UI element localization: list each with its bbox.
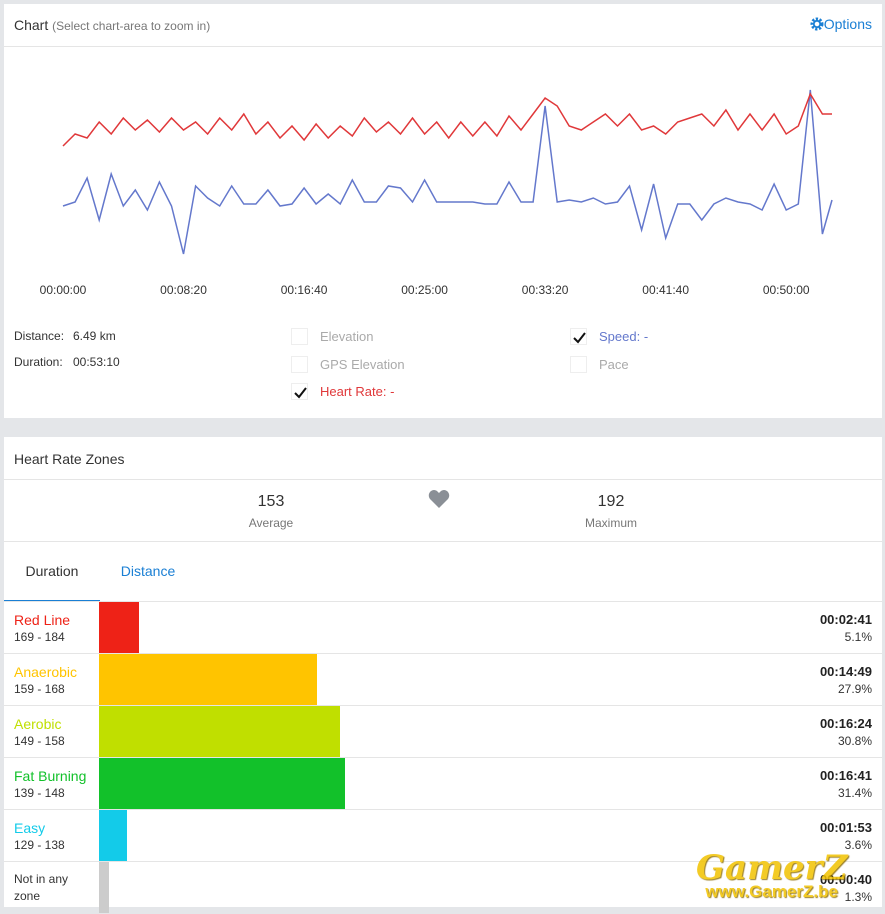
x-tick-label: 00:33:20 — [522, 283, 569, 297]
zone-percent: 5.1% — [844, 630, 872, 644]
panel-title: Chart (Select chart-area to zoom in) — [14, 17, 210, 33]
zone-row: Aerobic 149 - 158 00:16:24 30.8% — [4, 705, 882, 758]
stat-label: Duration: — [14, 355, 63, 369]
checkmark — [573, 332, 586, 344]
zone-percent: 3.6% — [844, 838, 872, 852]
divider — [4, 479, 882, 480]
checkbox[interactable] — [291, 383, 308, 400]
average-value: 153 — [257, 493, 285, 510]
checkmark — [294, 387, 307, 399]
zone-row: Easy 129 - 138 00:01:53 3.6% — [4, 809, 882, 862]
zone-range: 169 - 184 — [14, 630, 65, 644]
zone-range: 129 - 138 — [14, 838, 65, 852]
zones-panel: Heart Rate Zones 153 Average 192 Maximum… — [4, 437, 882, 907]
line-series — [62, 92, 832, 147]
x-tick-label: 00:50:00 — [763, 283, 810, 297]
x-tick-label: 00:00:00 — [40, 283, 87, 297]
zone-time: 00:01:53 — [819, 820, 872, 835]
tab-distance[interactable]: Distance — [120, 563, 176, 579]
zone-name: Fat Burning — [14, 768, 87, 784]
toggle-label: Pace — [599, 357, 629, 372]
heart-icon — [428, 490, 450, 508]
watermark-url: www.GamerZ.be — [705, 882, 838, 901]
checkbox[interactable] — [291, 356, 308, 373]
zone-time: 00:14:49 — [819, 664, 872, 679]
toggle-label: GPS Elevation — [320, 357, 405, 372]
checkbox[interactable] — [570, 356, 587, 373]
zone-range: 149 - 158 — [14, 734, 65, 748]
maximum-value: 192 — [597, 493, 625, 510]
zone-range: 139 - 148 — [14, 786, 65, 800]
maximum-label: Maximum — [584, 516, 637, 530]
chart-title: Chart — [14, 17, 49, 33]
tab-duration[interactable]: Duration — [4, 542, 100, 602]
watermark: GamerZ www.GamerZ.be — [696, 848, 847, 902]
legend-entry: Speed: - — [599, 329, 649, 344]
zone-bar — [99, 758, 345, 809]
zone-name: Easy — [14, 820, 46, 836]
options-button[interactable]: Options — [810, 16, 872, 32]
chart-subtitle: (Select chart-area to zoom in) — [52, 19, 211, 33]
watermark-title: GamerZ — [696, 848, 848, 888]
stat-value: 6.49 km — [73, 329, 116, 343]
zone-name: Aerobic — [14, 716, 62, 732]
chart-panel: Chart (Select chart-area to zoom in) Opt… — [4, 4, 882, 418]
zone-time: 00:16:24 — [819, 716, 872, 731]
zone-time: 00:00:40 — [819, 872, 872, 887]
checkbox[interactable] — [291, 328, 308, 345]
zone-time: 00:02:41 — [819, 612, 872, 627]
zone-row: Anaerobic 159 - 168 00:14:49 27.9% — [4, 653, 882, 706]
divider — [4, 541, 882, 542]
stat-label: Distance: — [14, 329, 65, 343]
average-label: Average — [248, 516, 294, 530]
zones-title: Heart Rate Zones — [14, 451, 125, 467]
zone-range: 159 - 168 — [14, 682, 65, 696]
zone-percent: 31.4% — [837, 786, 872, 800]
divider — [4, 46, 882, 47]
zone-percent: 1.3% — [844, 890, 872, 904]
zone-name: Anaerobic — [14, 664, 78, 680]
zone-row: Fat Burning 139 - 148 00:16:41 31.4% — [4, 757, 882, 810]
zone-name: Red Line — [14, 612, 71, 628]
chart[interactable]: 00:00:00 00:08:20 00:16:40 00:25:00 00:33:20… — [0, 0, 885, 310]
toggle-label: Elevation — [320, 329, 374, 344]
zone-percent: 27.9% — [837, 682, 872, 696]
checkbox[interactable] — [570, 328, 587, 345]
zone-bar — [99, 706, 341, 757]
stat-value: 00:53:10 — [73, 355, 120, 369]
line-series — [62, 89, 833, 255]
gear-icon — [810, 17, 824, 31]
legend-entry: Heart Rate: - — [320, 384, 395, 399]
x-tick-label: 00:16:40 — [281, 283, 328, 297]
zone-bar — [99, 810, 128, 861]
zone-bar — [99, 862, 110, 913]
zone-time: 00:16:41 — [819, 768, 872, 783]
zone-row: Not in any zone 00:00:40 1.3% — [4, 861, 882, 914]
x-tick-label: 00:41:40 — [642, 283, 689, 297]
x-tick-label: 00:08:20 — [160, 283, 207, 297]
options-label[interactable]: Options — [823, 16, 872, 32]
zone-name: Not in any zone — [14, 872, 69, 903]
zone-row: Red Line 169 - 184 00:02:41 5.1% — [4, 601, 882, 654]
zone-bar — [99, 602, 139, 653]
zone-percent: 30.8% — [837, 734, 872, 748]
zone-bar — [99, 654, 318, 705]
x-tick-label: 00:25:00 — [401, 283, 448, 297]
